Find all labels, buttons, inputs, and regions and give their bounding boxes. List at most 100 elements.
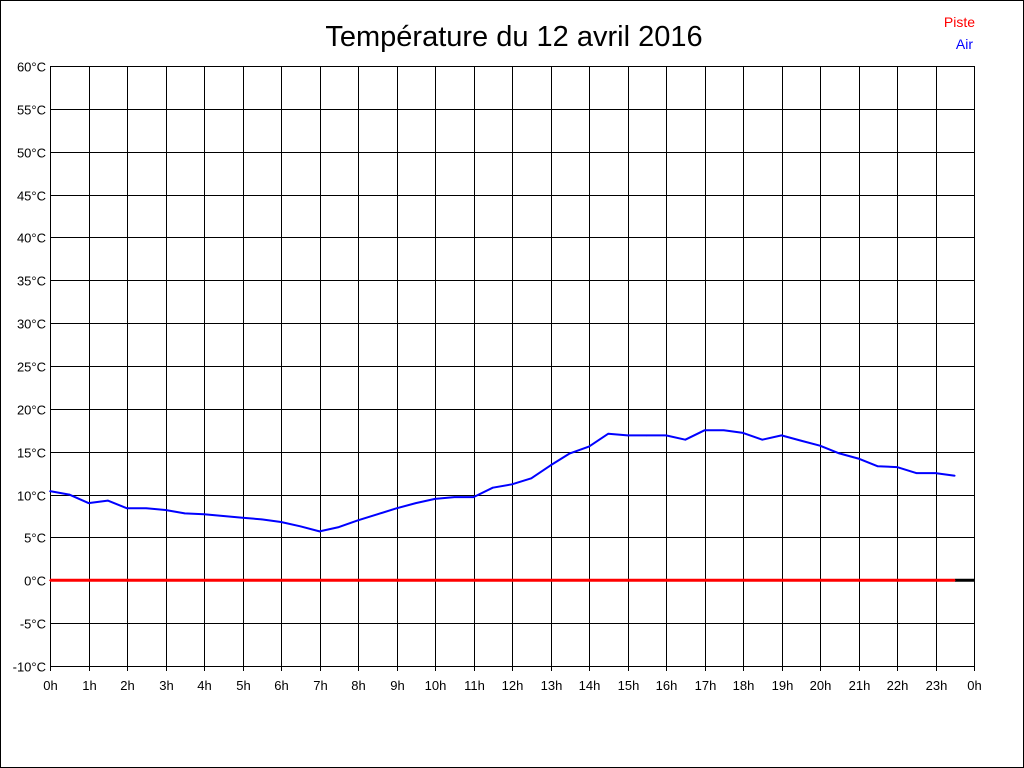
data-point-air [434,498,436,500]
data-point-piste [241,579,244,582]
data-point-piste [126,579,128,582]
data-point-air [472,496,475,498]
data-point-air [395,507,398,510]
x-tick-label: 20h [810,678,832,693]
y-tick-label: 20°C [17,403,46,418]
x-tick-label: 3h [159,678,173,693]
data-point-air [145,507,148,510]
data-point-air [568,452,571,455]
y-tick-label: -5°C [20,617,46,632]
data-point-air [626,434,629,437]
x-tick-label: 0h [43,678,57,693]
data-point-piste [87,579,90,582]
data-point-air [761,438,764,441]
y-tick-label: 25°C [17,360,46,375]
x-tick-label: 2h [120,678,134,693]
data-point-piste [703,579,706,582]
data-point-piste [934,579,937,582]
data-point-piste [453,579,456,582]
data-point-air [87,502,90,504]
data-point-air [414,502,417,504]
x-tick-label: 23h [926,678,948,693]
data-point-piste [414,579,417,582]
data-point-air [491,486,494,489]
x-tick-label: 17h [695,678,717,693]
data-point-air [280,521,282,523]
data-point-air [780,434,783,437]
x-tick-label: 10h [425,678,447,693]
data-point-piste [357,579,359,582]
data-point-piste [953,579,956,582]
series-line-air [49,429,955,533]
y-tick-label: 30°C [17,317,46,332]
data-point-air [857,457,860,460]
data-point-piste [799,579,802,582]
data-point-piste [857,579,860,582]
x-axis-ticks: 0h 1h 2h 3h 4h 5h 6h 7h 8h 9h 10h 11h 12h 13h 14h 15h 16… [43,678,981,693]
x-tick-label: 13h [541,678,563,693]
data-point-air [260,518,263,521]
data-point-air [722,429,725,432]
data-point-piste [68,579,71,582]
y-tick-label: 45°C [17,189,46,204]
data-point-piste [819,579,821,582]
data-point-air [607,432,610,435]
data-point-piste [896,579,898,582]
x-tick-label: 11h [464,678,485,693]
data-point-piste [915,579,918,582]
data-point-piste [511,579,513,582]
data-point-air [49,490,51,492]
data-point-air [915,472,918,474]
data-point-piste [337,579,340,582]
data-point-piste [106,579,109,582]
y-axis-ticks: 60°C 55°C 50°C 45°C 40°C 35°C 30°C 25°C 20°C 15°C… [13,60,46,675]
data-point-air [876,465,879,468]
data-point-piste [684,579,687,582]
data-point-piste [607,579,610,582]
data-point-piste [588,579,590,582]
data-point-air [222,515,225,517]
data-point-air [799,439,802,442]
x-tick-label: 12h [502,678,524,693]
x-tick-label: 22h [887,678,909,693]
data-point-piste [376,579,379,582]
y-tick-label: 60°C [17,60,46,75]
data-point-piste [568,579,571,582]
data-point-piste [645,579,648,582]
data-point-air [896,466,898,468]
data-point-piste [434,579,436,582]
data-point-piste [665,579,667,582]
y-tick-label: 55°C [17,103,46,118]
data-point-piste [472,579,475,582]
data-point-air [299,525,302,528]
y-tick-label: 15°C [17,446,46,461]
x-tick-label: 7h [313,678,327,693]
series-lines [49,429,974,582]
data-point-piste [395,579,398,582]
data-point-piste [222,579,225,582]
data-point-piste [145,579,148,582]
data-point-piste [183,579,186,582]
data-point-piste [260,579,263,582]
data-point-air [838,452,841,455]
y-tick-label: 40°C [17,231,46,246]
data-point-air [453,496,456,498]
data-point-air [530,477,533,480]
data-point-air [68,493,71,496]
y-tick-label: 5°C [24,531,46,546]
x-tick-label: 9h [390,678,404,693]
data-point-piste [530,579,533,582]
data-point-piste [626,579,629,582]
x-tick-label: 18h [733,678,755,693]
data-point-piste [838,579,841,582]
data-point-air [953,474,956,477]
data-point-piste [549,579,552,582]
x-tick-label: 8h [351,678,365,693]
data-point-piste [164,579,167,582]
data-point-air [703,429,706,432]
y-tick-label: 10°C [17,489,46,504]
legend-piste: Piste [944,14,975,30]
data-point-air [241,516,244,519]
data-point-piste [876,579,879,582]
